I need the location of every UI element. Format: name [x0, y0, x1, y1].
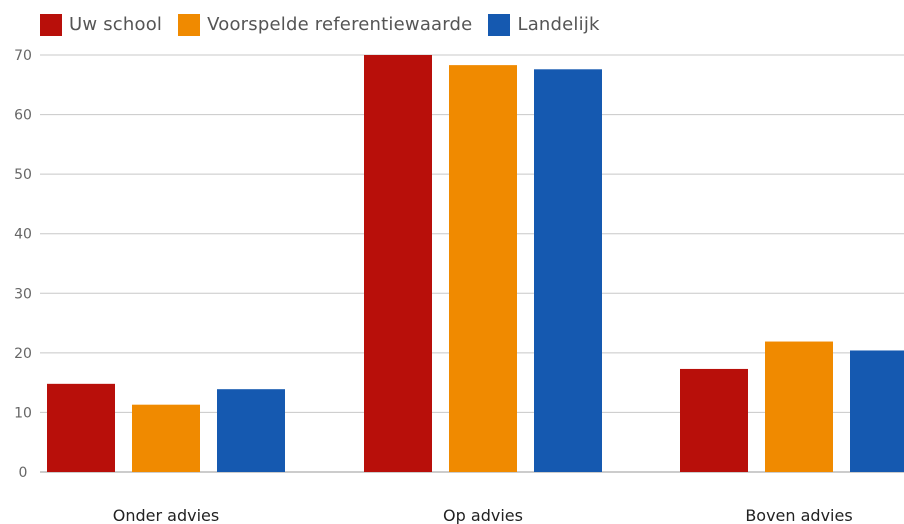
y-tick-label-10: 10	[14, 405, 32, 421]
bars	[47, 55, 904, 473]
y-tick-label-0: 0	[19, 465, 28, 481]
y-tick-label-60: 60	[14, 108, 32, 124]
bar-landelijk-op-advies	[534, 69, 602, 472]
legend: Uw school Voorspelde referentiewaarde La…	[40, 14, 600, 36]
category-label-onder-advies: Onder advies	[113, 506, 219, 524]
y-tick-label-20: 20	[14, 346, 32, 362]
bar-landelijk-boven-advies	[850, 350, 904, 472]
legend-item-voorspelde-referentiewaarde: Voorspelde referentiewaarde	[178, 14, 472, 36]
legend-swatch-landelijk	[488, 14, 511, 36]
legend-item-uw-school: Uw school	[40, 14, 162, 36]
x-axis-categories: Onder advies Op advies Boven advies	[113, 506, 853, 524]
legend-label-uw-school: Uw school	[69, 14, 163, 35]
y-tick-label-30: 30	[14, 286, 32, 302]
legend-item-landelijk: Landelijk	[488, 14, 599, 36]
category-label-op-advies: Op advies	[443, 506, 523, 524]
bar-uw-school-boven-advies	[680, 368, 748, 472]
bar-uw-school-op-advies	[364, 55, 432, 472]
y-tick-label-50: 50	[14, 167, 32, 183]
bar-voorspelde-referentiewaarde-onder-advies	[132, 404, 200, 472]
bar-voorspelde-referentiewaarde-op-advies	[449, 65, 517, 473]
bar-voorspelde-referentiewaarde-boven-advies	[765, 341, 833, 472]
y-tick-label-40: 40	[14, 227, 32, 243]
bar-landelijk-onder-advies	[217, 389, 285, 472]
y-tick-label-70: 70	[14, 48, 32, 64]
bar-uw-school-onder-advies	[47, 383, 115, 472]
legend-swatch-uw-school	[40, 14, 62, 36]
legend-label-voorspelde-referentiewaarde: Voorspelde referentiewaarde	[207, 14, 473, 35]
legend-swatch-voorspelde-referentiewaarde	[178, 14, 201, 36]
category-label-boven-advies: Boven advies	[745, 506, 852, 524]
legend-label-landelijk: Landelijk	[517, 14, 600, 35]
y-axis-ticks: 0 10 20 30 40 50 60 70	[14, 48, 32, 481]
